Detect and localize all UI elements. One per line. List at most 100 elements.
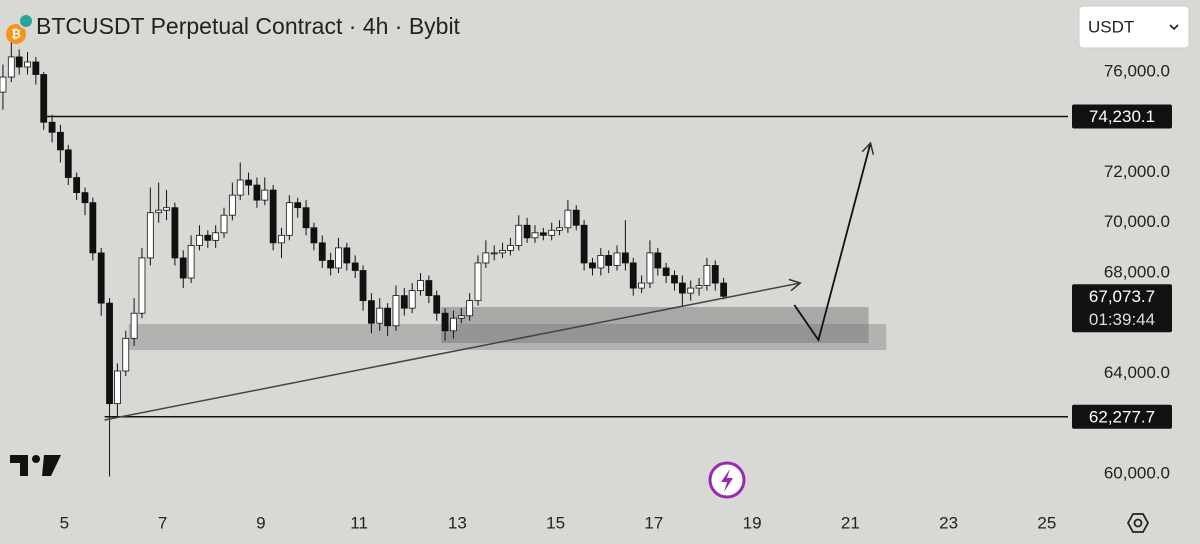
x-tick-label: 17 [644,513,663,532]
candle-body [261,189,269,201]
x-tick-label: 25 [1037,513,1056,532]
candle-body [57,131,64,151]
candle-body [15,56,23,68]
candle-body [163,207,170,211]
candle-body [646,252,654,284]
candle-body [220,214,228,234]
candle-body [564,209,572,229]
chart-title: BTCUSDT Perpetual Contract · 4h · Bybit [36,13,461,39]
candle-body [0,76,7,93]
candle-body [114,370,121,405]
candle-body [171,207,179,259]
candle-body [212,232,220,241]
y-tick-label: 72,000.0 [1104,162,1170,181]
candle-body [687,287,695,294]
candle-body [720,282,728,297]
candle-body [441,312,449,332]
candle-body [703,265,711,286]
y-tick-label: 60,000.0 [1104,463,1170,482]
candle-body [474,262,482,302]
candle-body [204,234,212,241]
candle-body [343,247,351,264]
candle-body [605,255,613,266]
candle-body [24,61,31,68]
candle-body [662,267,670,276]
countdown-label: 01:39:44 [1089,310,1155,329]
candle-body [433,295,441,314]
candle-body [572,209,580,226]
x-tick-label: 9 [256,513,265,532]
candle-body [490,252,498,255]
candle-body [122,337,130,372]
candle-body [417,280,424,291]
candle-body [457,315,465,319]
candle-body [318,242,326,261]
candle-body [499,249,506,254]
lightning-button[interactable] [708,461,746,499]
candle-body [48,121,56,133]
candle-body [384,307,392,327]
level-label-box [1072,104,1172,129]
candle-body [155,209,163,214]
currency-dropdown[interactable] [1078,5,1190,49]
x-tick-label: 11 [350,513,368,532]
candle-body [138,257,146,314]
candle-body [654,252,662,269]
candle-body [556,227,563,231]
candle-body [376,307,384,324]
candle-body [294,202,302,209]
trendline-arrowhead [788,278,802,292]
projection-path [793,142,872,343]
x-tick-label: 21 [841,513,860,532]
candle-body [327,260,335,269]
candle-body [466,300,474,317]
projection-arrowhead [861,141,875,155]
candle-body [228,194,236,216]
candle-body [523,224,531,239]
x-tick-label: 19 [743,513,762,532]
candle-body [531,232,539,239]
candle-body [253,184,261,201]
candle-body [302,207,310,229]
candle-body [359,270,367,302]
y-tick-label: 68,000.0 [1104,262,1170,281]
exchange-icon [18,13,34,29]
candle-body [539,232,547,236]
currency-label: USDT [1088,17,1134,36]
level-label: 62,277.7 [1089,407,1155,426]
candle-body [146,212,154,259]
candle-body [335,247,342,269]
settings-button[interactable] [1126,513,1150,533]
candle-body [597,255,605,269]
candle-body [7,56,15,78]
candle-body [179,257,187,279]
candle-body [408,290,416,309]
candle-body [638,282,645,289]
candle-body [450,317,457,332]
last-price-label: 67,073.7 [1089,287,1155,306]
candle-body [278,234,285,244]
candle-body [73,177,81,194]
level-label: 74,230.1 [1089,107,1155,126]
candle-body [269,189,277,244]
candle-body [392,295,400,327]
candle-body [40,74,48,123]
candle-body [507,244,514,251]
candle-body [589,262,596,269]
candle-body [515,224,523,246]
zone [128,324,887,351]
candle-body [711,265,719,284]
y-tick-label: 76,000.0 [1104,61,1170,80]
candle-body [400,295,408,309]
y-tick-label: 70,000.0 [1104,212,1170,231]
candle-body [629,262,637,289]
plot-area [0,41,1068,477]
candle-body [621,252,629,264]
level-label-box [1072,404,1172,429]
coin-icon [6,24,26,44]
candle-body [482,252,490,264]
candle-body [236,179,244,196]
candle-body [367,300,375,324]
candle-body [89,202,97,254]
